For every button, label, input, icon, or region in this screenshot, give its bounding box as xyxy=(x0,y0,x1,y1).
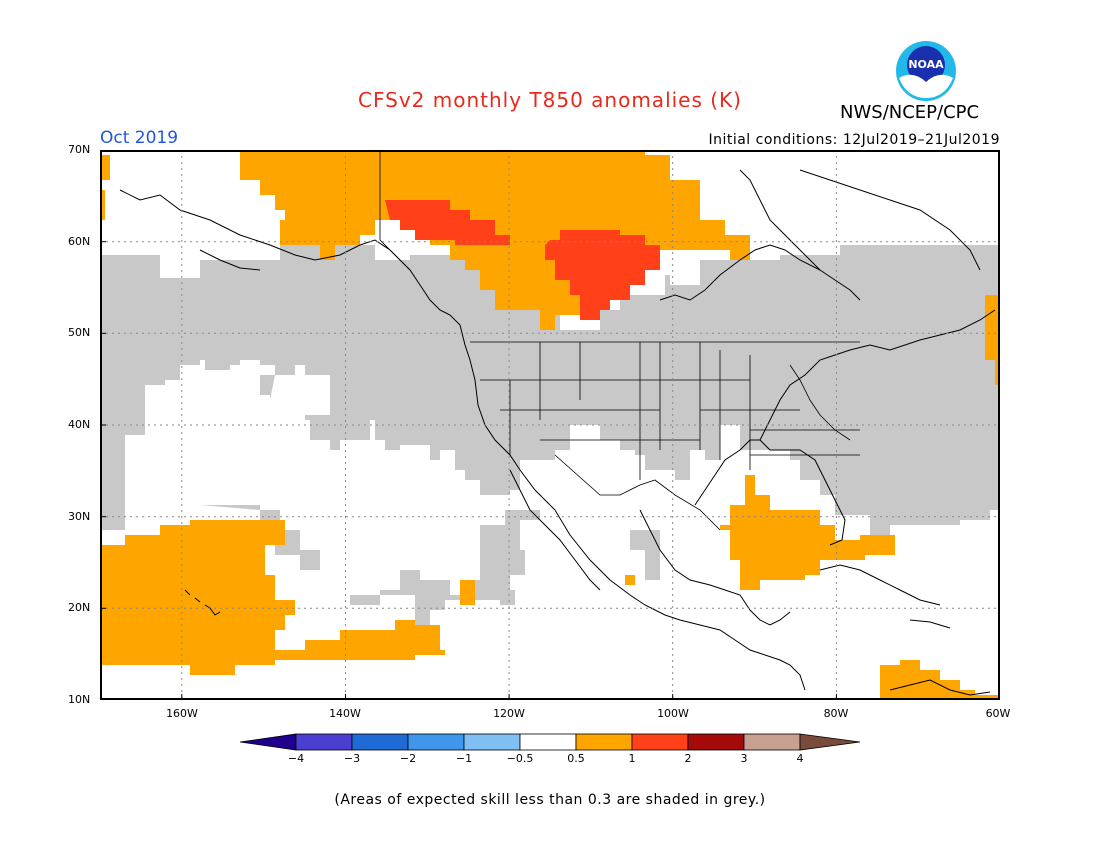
lon-label-120w: 120W xyxy=(493,707,525,720)
lon-label-100w: 100W xyxy=(657,707,689,720)
colorbar-swatch xyxy=(631,733,689,751)
skill-footnote: (Areas of expected skill less than 0.3 a… xyxy=(334,792,766,808)
agency-label: NWS/NCEP/CPC xyxy=(840,102,980,123)
valid-month-label: Oct 2019 xyxy=(100,128,179,148)
colorbar-label: 4 xyxy=(796,752,804,765)
lat-label-40n: 40N xyxy=(68,418,91,431)
graticule xyxy=(100,150,1000,700)
lon-label-160w: 160W xyxy=(166,707,198,720)
lat-label-60n: 60N xyxy=(68,235,91,248)
lat-label-20n: 20N xyxy=(68,601,91,614)
colorbar-swatch xyxy=(351,733,409,751)
colorbar-label: −1 xyxy=(455,752,473,765)
lon-label-60w: 60W xyxy=(985,707,1011,720)
lat-label-50n: 50N xyxy=(68,326,91,339)
lat-label-70n: 70N xyxy=(68,143,91,156)
colorbar-label: −0.5 xyxy=(506,752,534,765)
colorbar-swatch xyxy=(295,733,353,751)
lon-label-140w: 140W xyxy=(329,707,361,720)
colorbar-arrow-low xyxy=(239,733,297,751)
colorbar-label: 0.5 xyxy=(567,752,585,765)
initial-conditions-label: Initial conditions: 12Jul2019–21Jul2019 xyxy=(708,132,1000,148)
lat-label-30n: 30N xyxy=(68,510,91,523)
colorbar-label: 1 xyxy=(628,752,636,765)
colorbar-swatch xyxy=(519,733,577,751)
colorbar-arrow-high xyxy=(799,733,861,751)
svg-text:NOAA: NOAA xyxy=(908,58,944,71)
map-panel xyxy=(100,150,1000,700)
coastlines xyxy=(119,169,996,696)
colorbar-swatch xyxy=(743,733,801,751)
colorbar-label: −3 xyxy=(343,752,361,765)
colorbar-swatch xyxy=(687,733,745,751)
colorbar-swatch xyxy=(407,733,465,751)
noaa-logo-icon: NOAA xyxy=(896,41,956,101)
lon-label-80w: 80W xyxy=(823,707,849,720)
lat-label-10n: 10N xyxy=(68,693,91,706)
colorbar-label: 3 xyxy=(740,752,748,765)
colorbar-swatch xyxy=(575,733,633,751)
colorbar-label: −2 xyxy=(399,752,417,765)
colorbar xyxy=(239,733,861,751)
anomaly-1-to-2-regions xyxy=(385,200,660,320)
colorbar-swatch xyxy=(463,733,521,751)
political-borders xyxy=(379,150,860,531)
map-frame xyxy=(100,150,1000,700)
map-title: CFSv2 monthly T850 anomalies (K) xyxy=(358,88,742,112)
colorbar-label: −4 xyxy=(287,752,305,765)
colorbar-label: 2 xyxy=(684,752,692,765)
